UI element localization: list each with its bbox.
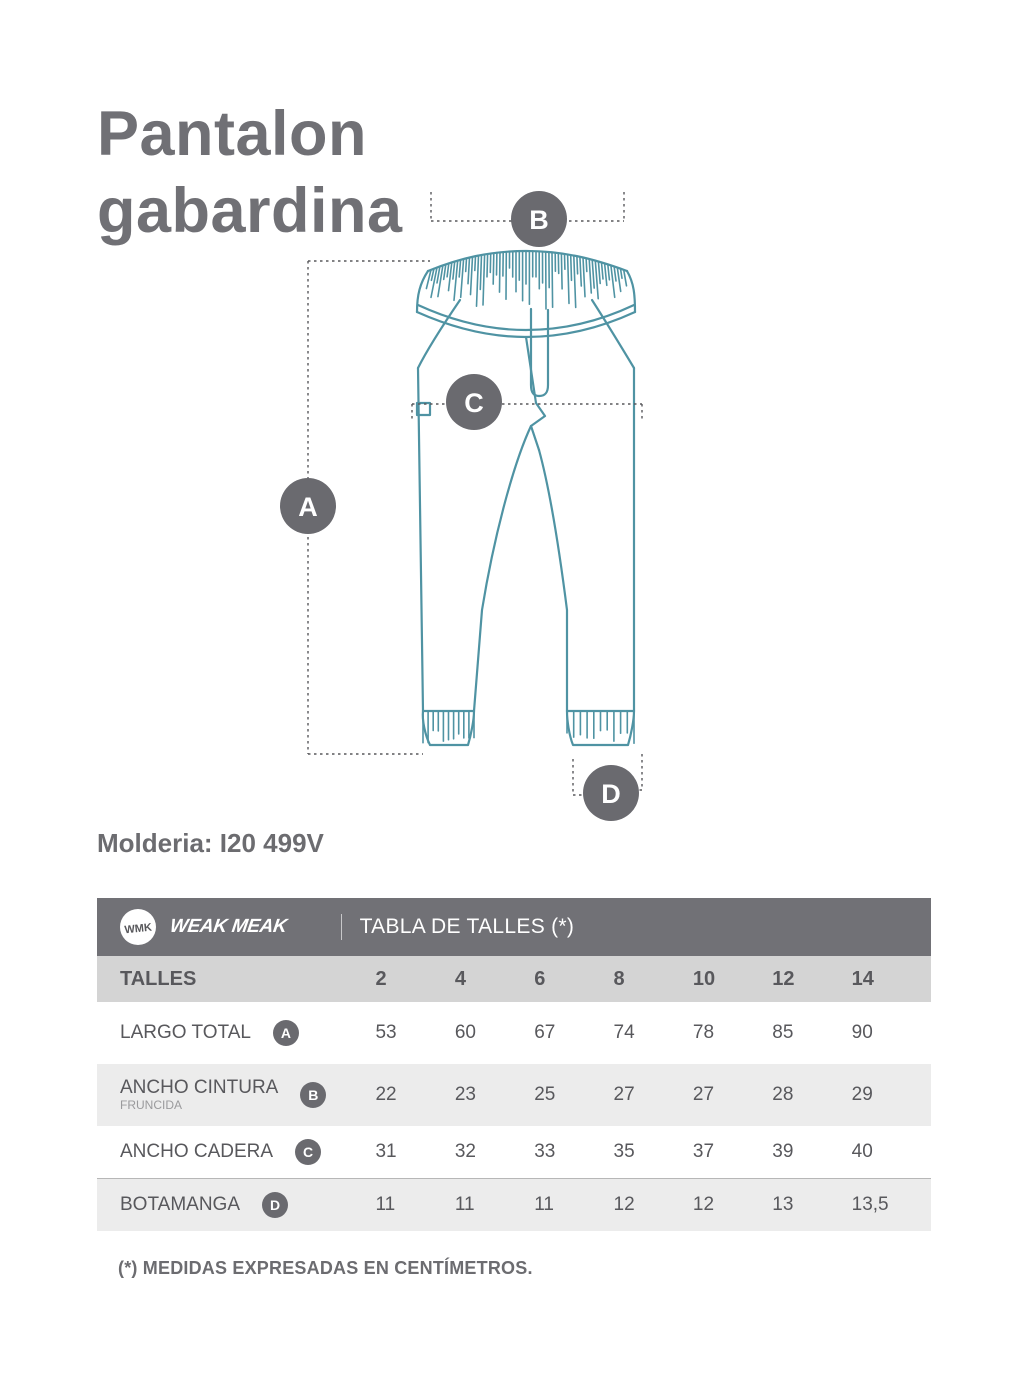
svg-text:WMK: WMK	[124, 922, 153, 937]
svg-text:C: C	[464, 388, 484, 418]
svg-text:A: A	[298, 492, 318, 522]
svg-text:B: B	[529, 205, 549, 235]
svg-text:D: D	[601, 779, 621, 809]
